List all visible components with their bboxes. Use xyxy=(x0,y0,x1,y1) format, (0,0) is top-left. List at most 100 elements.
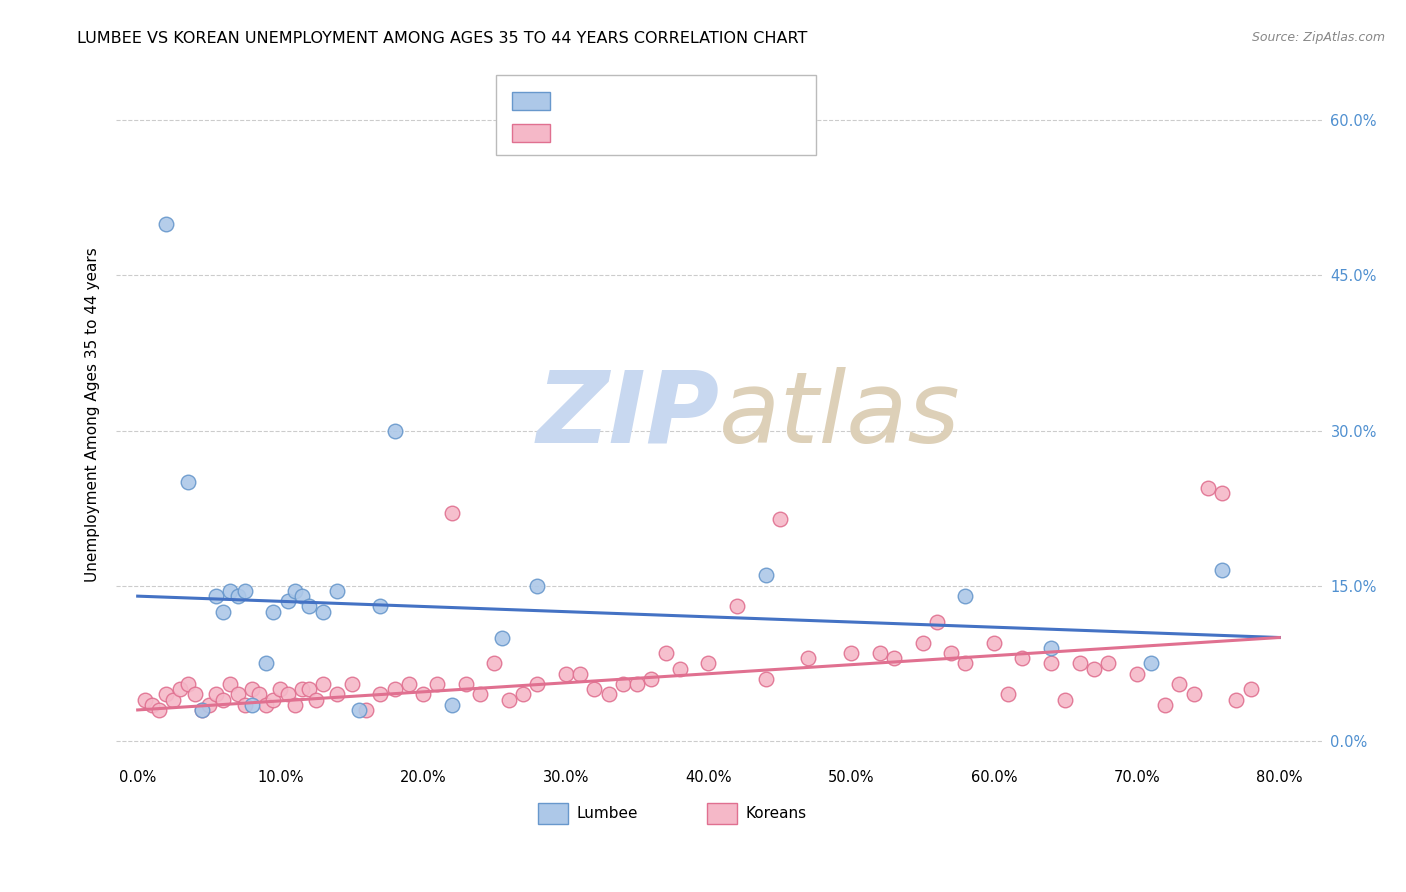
Point xyxy=(1182,687,1205,701)
Point xyxy=(169,682,191,697)
Text: LUMBEE VS KOREAN UNEMPLOYMENT AMONG AGES 35 TO 44 YEARS CORRELATION CHART: LUMBEE VS KOREAN UNEMPLOYMENT AMONG AGES… xyxy=(77,31,807,46)
Point xyxy=(669,662,692,676)
Point xyxy=(155,687,177,701)
Point xyxy=(1083,662,1105,676)
Point xyxy=(454,677,477,691)
Point xyxy=(212,605,235,619)
Point xyxy=(198,698,221,712)
Point xyxy=(440,698,463,712)
Point xyxy=(1211,485,1233,500)
Point xyxy=(626,677,648,691)
Point xyxy=(697,657,720,671)
FancyBboxPatch shape xyxy=(538,804,568,824)
Text: R = -0.105   N = 32: R = -0.105 N = 32 xyxy=(564,94,737,109)
FancyBboxPatch shape xyxy=(512,124,550,142)
Point xyxy=(254,698,277,712)
Point xyxy=(755,568,778,582)
Point xyxy=(298,682,321,697)
Point xyxy=(384,682,406,697)
Point xyxy=(368,599,391,614)
Point xyxy=(526,677,548,691)
Point xyxy=(484,657,506,671)
Point xyxy=(426,677,449,691)
Point xyxy=(368,687,391,701)
Point xyxy=(269,682,291,697)
Point xyxy=(240,682,263,697)
Point xyxy=(219,677,242,691)
Point xyxy=(997,687,1019,701)
Point xyxy=(955,657,977,671)
Point xyxy=(240,698,263,712)
Point xyxy=(1125,666,1147,681)
Text: ZIP: ZIP xyxy=(536,367,720,464)
Point xyxy=(398,677,420,691)
Point xyxy=(983,636,1005,650)
Point xyxy=(134,692,156,706)
Point xyxy=(554,666,576,681)
Point xyxy=(384,424,406,438)
Point xyxy=(141,698,163,712)
Point xyxy=(284,584,307,599)
Point xyxy=(839,646,862,660)
Point xyxy=(291,682,314,697)
FancyBboxPatch shape xyxy=(496,76,815,155)
Point xyxy=(470,687,492,701)
Point xyxy=(654,646,676,660)
Point xyxy=(491,631,513,645)
Point xyxy=(219,584,242,599)
Point xyxy=(583,682,606,697)
Point xyxy=(1240,682,1263,697)
Point xyxy=(148,703,170,717)
Point xyxy=(939,646,962,660)
Point xyxy=(262,605,284,619)
Point xyxy=(440,507,463,521)
Point xyxy=(569,666,592,681)
Point xyxy=(347,703,370,717)
Point xyxy=(233,584,256,599)
Point xyxy=(911,636,934,650)
Y-axis label: Unemployment Among Ages 35 to 44 years: Unemployment Among Ages 35 to 44 years xyxy=(86,248,100,582)
Point xyxy=(312,605,335,619)
Point xyxy=(640,672,662,686)
Point xyxy=(1211,563,1233,577)
Point xyxy=(247,687,270,701)
Point xyxy=(176,475,198,490)
Point xyxy=(212,692,235,706)
Point xyxy=(340,677,363,691)
Point xyxy=(262,692,284,706)
Point xyxy=(205,589,228,603)
Point xyxy=(291,589,314,603)
Point xyxy=(498,692,520,706)
Point xyxy=(155,217,177,231)
Point xyxy=(326,687,349,701)
Point xyxy=(612,677,634,691)
Point xyxy=(1225,692,1247,706)
Point xyxy=(755,672,778,686)
Point xyxy=(191,703,214,717)
Point xyxy=(226,687,249,701)
Text: Source: ZipAtlas.com: Source: ZipAtlas.com xyxy=(1251,31,1385,45)
Point xyxy=(276,594,298,608)
Point xyxy=(284,698,307,712)
Point xyxy=(326,584,349,599)
Text: Lumbee: Lumbee xyxy=(576,806,638,822)
Point xyxy=(769,511,792,525)
Point xyxy=(312,677,335,691)
Text: Koreans: Koreans xyxy=(745,806,807,822)
FancyBboxPatch shape xyxy=(707,804,737,824)
Point xyxy=(526,579,548,593)
Point xyxy=(1039,640,1062,655)
Point xyxy=(1197,481,1219,495)
Point xyxy=(1039,657,1062,671)
Point xyxy=(1168,677,1191,691)
Point xyxy=(254,657,277,671)
Point xyxy=(176,677,198,691)
Point xyxy=(1097,657,1119,671)
Point xyxy=(191,703,214,717)
Point xyxy=(512,687,534,701)
Point xyxy=(955,589,977,603)
Point xyxy=(276,687,298,701)
Point xyxy=(305,692,328,706)
Point xyxy=(1011,651,1033,665)
Point xyxy=(233,698,256,712)
